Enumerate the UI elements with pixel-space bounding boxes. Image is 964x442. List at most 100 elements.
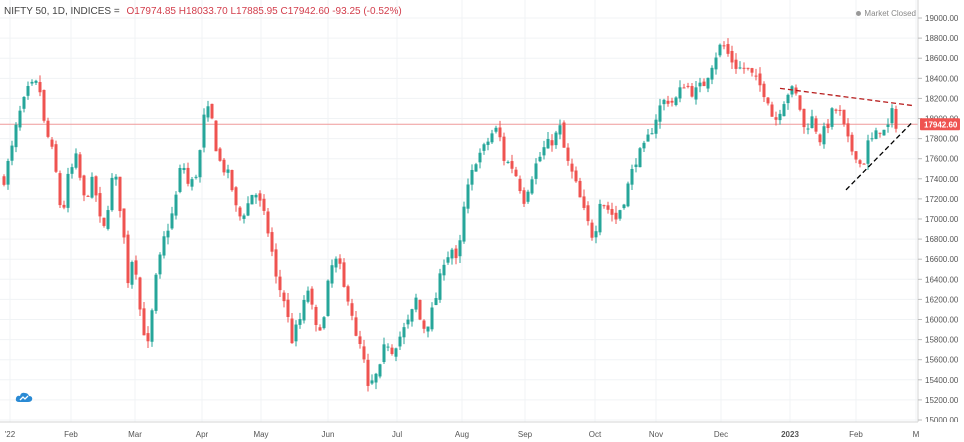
candle-body [22,96,26,109]
legend-header: NIFTY 50, 1D, INDICES = O17974.85 H18033… [4,6,402,17]
candle-body [174,194,178,216]
candle-body [822,126,826,145]
candle-body [526,191,530,202]
candle-body [366,359,370,386]
candle-body [6,160,10,185]
candle-body [150,310,154,342]
price-tick-label: 18400.00 [925,74,959,83]
candle-body [162,236,166,256]
candle-body [630,168,634,185]
candle-body [842,109,846,125]
price-tick-label: 16400.00 [925,275,959,284]
candle-body [854,151,858,160]
time-axis[interactable]: '22 Feb Mar Apr May Jun Jul Aug Sep Oct Nov Dec 2023… [0,421,964,442]
candle-body [806,128,810,130]
candle-body [54,144,58,172]
candle-body [750,68,754,73]
candle-body [870,138,874,140]
candle-body [762,83,766,98]
candle-body [618,210,622,219]
symbol-label: NIFTY 50, 1D, INDICES [4,6,112,17]
candle-body [810,116,814,129]
candle-body [818,134,822,143]
candle-body [90,176,94,198]
candle-body [334,258,338,268]
candle-body [510,161,514,169]
candle-body [850,134,854,152]
candle-body [506,161,510,163]
candle-body [422,320,426,329]
candle-body [270,232,274,252]
candle-body [574,170,578,182]
candle-body [42,89,46,121]
candle-body [538,156,542,162]
candle-body [458,240,462,257]
candle-body [210,103,214,119]
candle-body [318,327,322,331]
candle-body [858,160,862,164]
candle-body [66,173,70,208]
candle-body [2,176,6,185]
candle-body [582,196,586,208]
candle-body [246,203,250,216]
candle-body [178,168,182,192]
candle-body [14,124,18,148]
status-dot-icon [856,11,862,17]
candle-body [254,194,258,198]
price-tick-label: 17800.00 [925,135,959,144]
candle-body [82,175,86,196]
candle-body [166,230,170,238]
candle-body [74,153,78,168]
candle-body [686,85,690,87]
price-tick-label: 17400.00 [925,175,959,184]
price-axis[interactable]: 19000.00 18800.00 18600.00 18400.00 18200.00… [917,0,964,442]
candle-body [638,148,642,168]
time-tick-label: Apr [196,430,209,439]
candle-body [602,205,606,207]
candle-body [558,125,562,135]
candle-body [354,317,358,336]
candle-body [866,140,870,164]
candle-body [374,373,378,383]
candle-body [718,44,722,56]
candle-body [382,344,386,363]
candle-body [478,152,482,163]
candle-body [814,118,818,132]
trendlines[interactable] [779,87,913,191]
candle-body [62,204,66,208]
candle-body [86,195,90,197]
candle-body [198,150,202,178]
candle-body [250,194,254,205]
candle-body [670,100,674,103]
candle-body [410,309,414,322]
candle-body [566,147,570,161]
candle-body [838,109,842,111]
candle-body [158,254,162,275]
candle-body [322,317,326,329]
candle-body [474,164,478,172]
candle-body [562,122,566,148]
candle-body [834,109,838,111]
time-axis-bg [0,422,964,442]
candle-body [738,67,742,69]
time-tick-label: Dec [714,430,728,439]
cloud-logo-icon[interactable] [15,390,33,404]
candle-body [338,258,342,264]
market-status: Market Closed [856,9,916,18]
candle-body [734,59,738,69]
candle-body [698,82,702,87]
candle-body [78,154,82,178]
candle-body [710,67,714,80]
candle-body [518,178,522,192]
candle-body [190,179,194,187]
candle-body [826,123,830,129]
candle-body [202,114,206,148]
candle-body [102,217,106,226]
candle-body [714,57,718,70]
candle-body [642,142,646,149]
candle-body [678,87,682,99]
price-tick-label: 18200.00 [925,94,959,103]
candle-body [390,347,394,354]
time-tick-label: Jun [322,430,335,439]
